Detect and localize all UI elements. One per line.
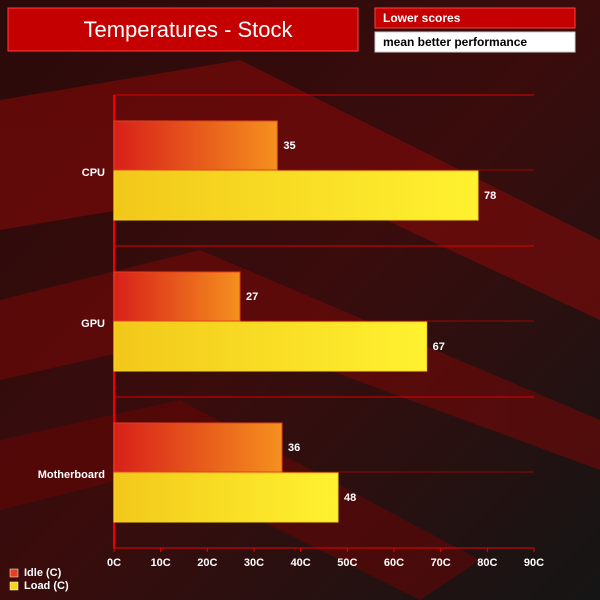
x-tick-label: 10C — [151, 557, 171, 569]
category-label: GPU — [81, 318, 105, 330]
note-box — [374, 31, 576, 53]
x-tick-label: 50C — [337, 557, 357, 569]
value-label: 35 — [283, 140, 295, 152]
x-tick-label: 80C — [477, 557, 497, 569]
value-label: 67 — [433, 341, 445, 353]
category-label: Motherboard — [38, 469, 105, 481]
legend-label: Idle (C) — [24, 567, 62, 579]
value-label: 48 — [344, 492, 356, 504]
bar — [113, 472, 339, 523]
x-tick-label: 20C — [197, 557, 217, 569]
legend-swatch — [9, 581, 19, 591]
x-tick-label: 30C — [244, 557, 264, 569]
title-box — [7, 7, 359, 52]
value-label: 27 — [246, 291, 258, 303]
value-label: 36 — [288, 442, 300, 454]
bar — [113, 120, 278, 171]
note-box — [374, 7, 576, 29]
value-label: 78 — [484, 190, 496, 202]
legend-label: Load (C) — [24, 580, 69, 592]
bar — [113, 271, 241, 322]
x-tick-label: 90C — [524, 557, 544, 569]
bar — [113, 321, 428, 372]
x-tick-label: 70C — [431, 557, 451, 569]
annotation: Lower scores — [383, 11, 461, 25]
x-tick-label: 60C — [384, 557, 404, 569]
annotation: mean better performance — [383, 35, 527, 49]
x-tick-label: 0C — [107, 557, 121, 569]
legend-swatch — [9, 568, 19, 578]
bar — [113, 422, 283, 473]
bar — [113, 170, 479, 221]
x-tick-label: 40C — [291, 557, 311, 569]
category-label: CPU — [82, 167, 105, 179]
chart-title: Temperatures - Stock — [83, 17, 293, 42]
